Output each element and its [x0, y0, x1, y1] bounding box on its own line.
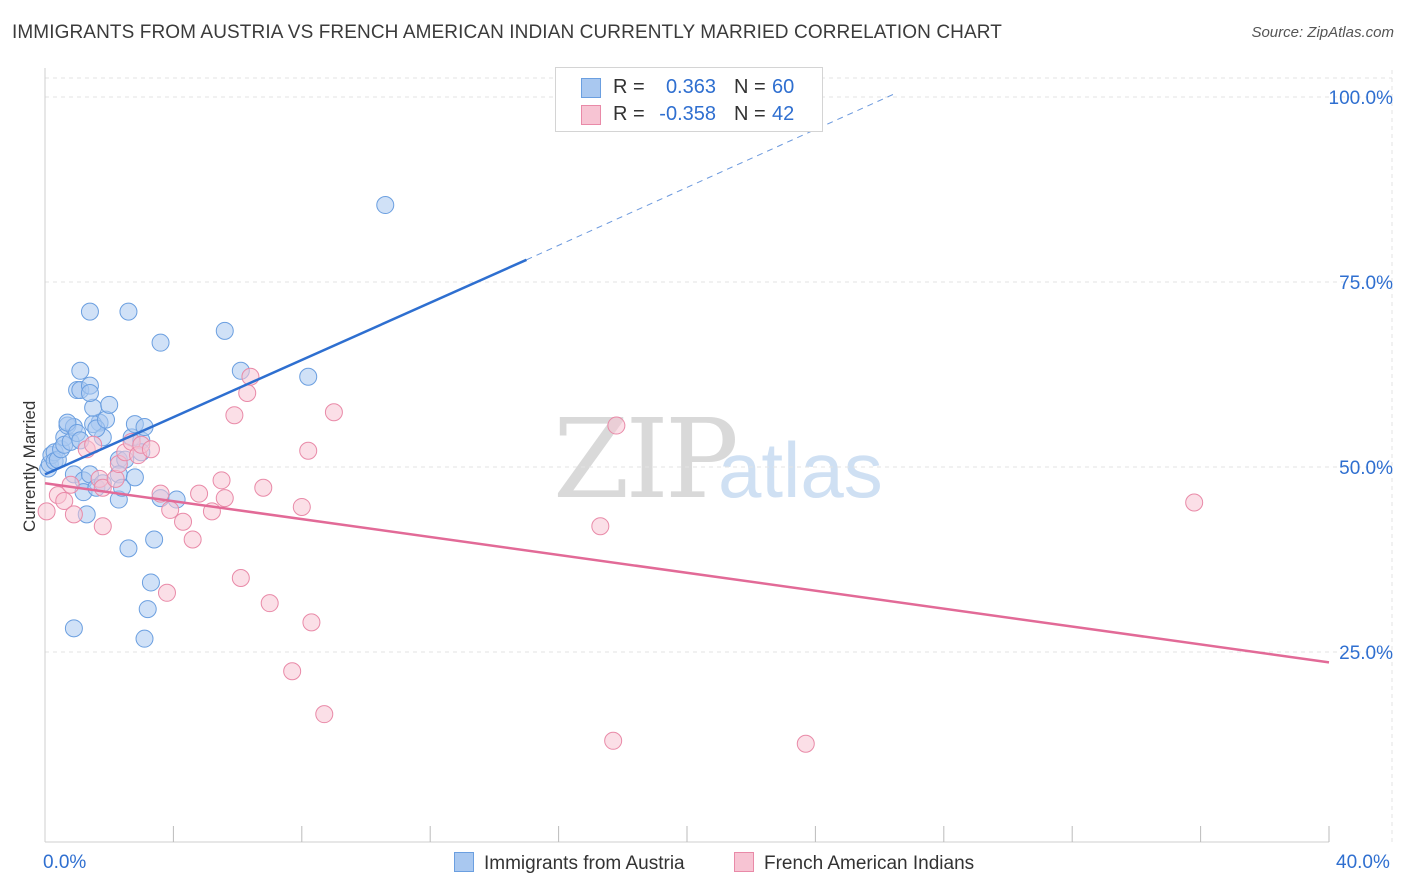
austria-point	[71, 361, 90, 380]
stats-row-french-american-indians: R = -0.358 N = 42	[556, 101, 822, 127]
y-tick-label: 100.0%	[1329, 88, 1394, 109]
legend-label: Immigrants from Austria	[484, 853, 685, 874]
source-label: Source: ZipAtlas.com	[1251, 24, 1394, 41]
french-american-indian-point	[215, 489, 234, 508]
french-american-indian-point	[604, 731, 623, 750]
n-label: N =	[734, 103, 766, 125]
austria-point	[125, 468, 144, 487]
stats-row-austria: R = 0.363 N = 60	[556, 74, 822, 100]
french-american-indian-point	[183, 530, 202, 549]
french-american-indian-trend-line	[44, 482, 1330, 664]
x-tick-max: 40.0%	[1336, 852, 1390, 873]
y-tick-label: 50.0%	[1339, 458, 1393, 479]
y-axis-title: Currently Married	[20, 400, 39, 532]
austria-point	[138, 600, 157, 619]
legend-swatch-french-american-indians	[734, 852, 754, 872]
n-value: 60	[772, 76, 795, 98]
french-american-indian-point	[161, 500, 180, 519]
legend-swatch-austria	[454, 852, 474, 872]
austria-point	[84, 398, 103, 417]
chart-title: IMMIGRANTS FROM AUSTRIA VS FRENCH AMERIC…	[12, 22, 1002, 43]
french-american-indian-point	[212, 471, 231, 490]
french-american-indian-point	[174, 512, 193, 531]
french-american-indian-point	[106, 469, 125, 488]
y-tick-label: 75.0%	[1339, 273, 1393, 294]
austria-point	[215, 321, 234, 340]
r-value: 0.363	[665, 76, 716, 98]
french-american-indian-point	[315, 705, 334, 724]
austria-point	[145, 530, 164, 549]
french-american-indian-point	[157, 583, 176, 602]
french-american-indian-point	[324, 403, 343, 422]
n-value: 42	[772, 103, 795, 125]
austria-point	[64, 619, 83, 638]
r-label: R =	[613, 76, 645, 98]
french-american-indian-point	[93, 517, 112, 536]
french-american-indian-point	[225, 406, 244, 425]
r-value: -0.358	[659, 103, 716, 125]
french-american-indian-point	[37, 502, 56, 521]
austria-point	[80, 302, 99, 321]
french-american-indian-point	[64, 505, 83, 524]
stats-swatch-austria	[581, 78, 601, 98]
french-american-indian-point	[299, 441, 318, 460]
austria-point	[119, 302, 138, 321]
austria-point	[119, 539, 138, 558]
austria-point	[151, 333, 170, 352]
legend-label: French American Indians	[764, 853, 975, 874]
n-label: N =	[734, 76, 766, 98]
austria-trend-line	[44, 258, 528, 476]
french-american-indian-point	[283, 662, 302, 681]
austria-point	[376, 196, 395, 215]
austria-trend-extension	[526, 92, 896, 261]
austria-point	[96, 410, 115, 429]
stats-box: R = 0.363 N = 60 R = -0.358 N = 42	[555, 67, 823, 132]
austria-point	[299, 367, 318, 386]
french-american-indian-point	[607, 416, 626, 435]
stats-swatch-french-american-indians	[581, 105, 601, 125]
french-american-indian-point	[591, 517, 610, 536]
legend-item-french-american-indians[interactable]: French American Indians	[734, 852, 974, 875]
austria-point	[80, 384, 99, 402]
watermark-zip: ZIP	[553, 395, 739, 523]
r-label: R =	[613, 103, 645, 125]
french-american-indian-point	[254, 478, 273, 497]
french-american-indian-point	[292, 497, 311, 516]
legend-item-austria[interactable]: Immigrants from Austria	[454, 852, 685, 875]
french-american-indian-point	[1185, 493, 1204, 512]
french-american-indian-point	[260, 594, 279, 613]
french-american-indian-point	[141, 440, 160, 459]
french-american-indian-point	[302, 613, 321, 632]
french-american-indian-point	[231, 569, 250, 587]
y-tick-label: 25.0%	[1339, 643, 1393, 664]
x-tick-min: 0.0%	[43, 852, 87, 873]
austria-point	[100, 395, 119, 414]
austria-point	[135, 629, 154, 648]
watermark-atlas: atlas	[718, 426, 883, 514]
legend: Immigrants from Austria French American …	[0, 852, 1406, 878]
french-american-indian-point	[796, 734, 815, 753]
french-american-indian-point	[61, 475, 80, 494]
austria-point	[141, 573, 160, 592]
french-american-indian-point	[55, 492, 74, 511]
french-american-indian-point	[190, 484, 209, 503]
